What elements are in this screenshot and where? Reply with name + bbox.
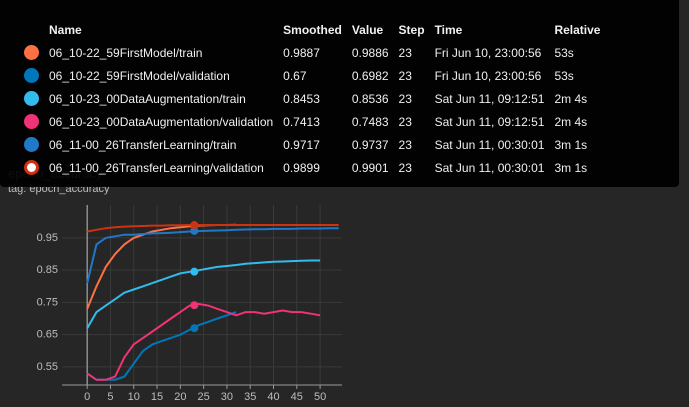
- run-name: 06_10-22_59FirstModel/train: [49, 45, 203, 60]
- cell-step: 23: [398, 68, 412, 83]
- series-line: [86, 311, 237, 381]
- swatch-cell: [24, 87, 49, 110]
- run-name: 06_10-23_00DataAugmentation/train: [49, 91, 246, 106]
- y-tick-label: 0.65: [37, 329, 58, 341]
- cell-step: 23: [398, 160, 412, 175]
- cell-time: Fri Jun 10, 23:00:56: [434, 45, 542, 60]
- series-line: [86, 227, 339, 284]
- y-tick-label: 0.85: [37, 264, 58, 276]
- swatch-cell: [24, 110, 49, 133]
- cell-time: Sat Jun 11, 00:30:01: [434, 160, 545, 175]
- swatch-cell: [24, 64, 49, 87]
- cell-step: 23: [398, 91, 412, 106]
- column-header: Time: [434, 23, 463, 37]
- cell-value: 0.6982: [351, 68, 389, 83]
- series-swatch: [24, 160, 39, 176]
- cell-step: 23: [398, 137, 412, 152]
- x-tick-label: 0: [84, 391, 90, 403]
- column-header: Step: [398, 23, 425, 37]
- column-header: Value: [351, 23, 384, 37]
- cell-time: Fri Jun 10, 23:00:56: [434, 68, 542, 83]
- cell-relative: 2m 4s: [554, 114, 588, 129]
- cell-value: 0.8536: [351, 91, 389, 106]
- swatch-cell: [24, 133, 49, 156]
- tooltip: Name Smoothed Value Step Time Relative 06_10-…: [0, 0, 679, 187]
- x-tick-label: 30: [221, 391, 233, 403]
- cell-time: Sat Jun 11, 09:12:51: [434, 114, 545, 129]
- series-swatch: [24, 45, 39, 61]
- series-line: [86, 302, 321, 381]
- cell-time: Sat Jun 11, 09:12:51: [434, 91, 545, 106]
- cell-step: 23: [398, 114, 412, 129]
- cell-value: 0.7483: [351, 114, 389, 129]
- cell-smoothed: 0.9717: [283, 137, 320, 152]
- x-tick-label: 50: [314, 391, 326, 403]
- cell-smoothed: 0.9899: [283, 160, 320, 175]
- x-tick-label: 35: [244, 391, 256, 403]
- cell-smoothed: 0.9887: [283, 45, 320, 60]
- run-name: 06_10-22_59FirstModel/validation: [49, 68, 230, 83]
- cell-smoothed: 0.8453: [283, 91, 320, 106]
- x-tick-label: 10: [128, 391, 140, 403]
- column-header: Name: [49, 23, 82, 37]
- x-tick-label: 25: [198, 391, 210, 403]
- run-name: 06_11-00_26TransferLearning/validation: [49, 160, 264, 175]
- hover-dot: [190, 267, 199, 276]
- y-tick-label: 0.55: [37, 361, 58, 373]
- cell-relative: 53s: [554, 68, 574, 83]
- tooltip-header: Name Smoothed Value Step Time Relative: [24, 19, 610, 41]
- series-swatch: [24, 91, 39, 107]
- series-line: [87, 224, 339, 233]
- tooltip-row: 06_10-23_00DataAugmentation/validation 0.…: [24, 110, 610, 133]
- cell-relative: 3m 1s: [554, 160, 588, 175]
- cell-value: 0.9886: [351, 45, 389, 60]
- y-tick-label: 0.95: [37, 232, 58, 244]
- x-tick-label: 15: [151, 391, 163, 403]
- column-header: Relative: [554, 23, 601, 37]
- x-tick-label: 45: [291, 391, 303, 403]
- tooltip-row: 06_10-23_00DataAugmentation/train 0.8453 0…: [24, 87, 610, 110]
- run-name: 06_11-00_26TransferLearning/train: [49, 137, 237, 152]
- cell-relative: 2m 4s: [554, 91, 588, 106]
- tooltip-row: 06_10-22_59FirstModel/train 0.9887 0.9886 2…: [24, 41, 610, 64]
- series-swatch: [24, 137, 39, 153]
- tooltip-table: Name Smoothed Value Step Time Relative 06_10-…: [24, 19, 610, 179]
- plot-area: [62, 205, 342, 385]
- swatch-cell: [24, 41, 49, 64]
- cell-value: 0.9901: [351, 160, 389, 175]
- x-tick-label: 20: [174, 391, 186, 403]
- column-header: Smoothed: [283, 23, 342, 37]
- y-tick-label: 0.75: [37, 296, 58, 308]
- tooltip-row: 06_11-00_26TransferLearning/validation 0.…: [24, 156, 610, 179]
- series-swatch: [24, 114, 39, 130]
- run-name: 06_10-23_00DataAugmentation/validation: [49, 114, 274, 129]
- cell-smoothed: 0.67: [283, 68, 307, 83]
- x-tick-label: 40: [267, 391, 279, 403]
- hover-dot: [190, 324, 199, 333]
- cell-value: 0.9737: [351, 137, 389, 152]
- cell-time: Sat Jun 11, 00:30:01: [434, 137, 545, 152]
- hover-dot: [190, 226, 199, 235]
- swatch-cell: [24, 156, 49, 179]
- hover-dot: [190, 221, 199, 230]
- x-tick-label: 5: [107, 391, 113, 403]
- cell-relative: 3m 1s: [554, 137, 588, 152]
- series-swatch: [24, 68, 39, 84]
- cell-smoothed: 0.7413: [283, 114, 320, 129]
- tooltip-row: 06_11-00_26TransferLearning/train 0.9717 0…: [24, 133, 610, 156]
- cell-relative: 53s: [554, 45, 574, 60]
- tooltip-row: 06_10-22_59FirstModel/validation 0.67 0.69…: [24, 64, 610, 87]
- cell-step: 23: [398, 45, 412, 60]
- series-line: [86, 259, 321, 329]
- hover-dot: [190, 301, 199, 310]
